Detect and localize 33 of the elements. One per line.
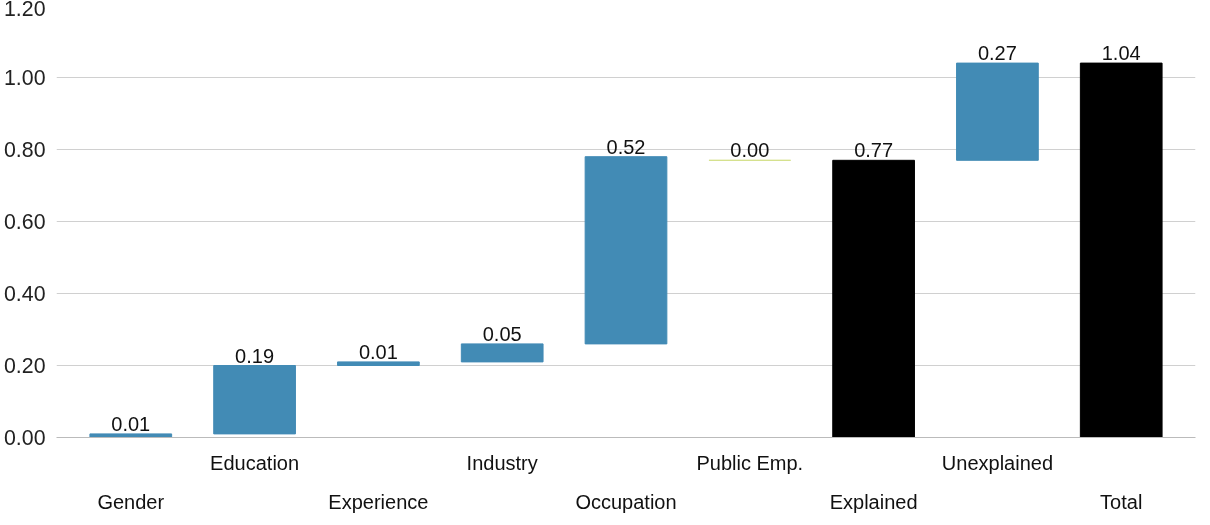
data-label: 0.05 [482,322,522,345]
x-tick-label: Unexplained [941,451,1054,474]
y-tick-label: 0.60 [3,210,46,234]
x-tick-label: Education [210,451,300,474]
x-tick-label: Occupation [575,490,677,513]
bar [460,343,544,363]
x-tick-label: Public Emp. [696,451,804,474]
y-tick-label: 0.80 [3,138,46,162]
y-tick-label: 0.00 [3,426,46,450]
x-tick-label: Industry [466,451,538,474]
data-label: 0.01 [111,412,151,435]
y-tick-label: 0.40 [3,282,46,306]
y-tick-label: 1.00 [3,66,46,90]
bar [213,365,296,435]
bar [1079,62,1163,438]
bar [832,159,915,438]
x-tick-label: Total [1100,490,1143,513]
data-label: 0.77 [854,139,894,162]
data-label: 0.52 [606,135,646,158]
data-label: 1.04 [1101,42,1141,65]
x-tick-label: Experience [328,490,429,513]
data-label: 0.00 [730,139,770,162]
x-tick-label: Explained [829,490,918,513]
data-label: 0.27 [977,42,1017,65]
y-tick-label: 1.20 [3,0,46,21]
y-tick-label: 0.20 [3,354,46,378]
bar [956,62,1039,161]
bar [337,361,420,366]
bar [89,433,173,438]
data-label: 0.01 [358,340,398,363]
x-tick-label: Gender [97,490,165,513]
data-label: 0.19 [235,344,275,367]
bar [584,156,668,345]
